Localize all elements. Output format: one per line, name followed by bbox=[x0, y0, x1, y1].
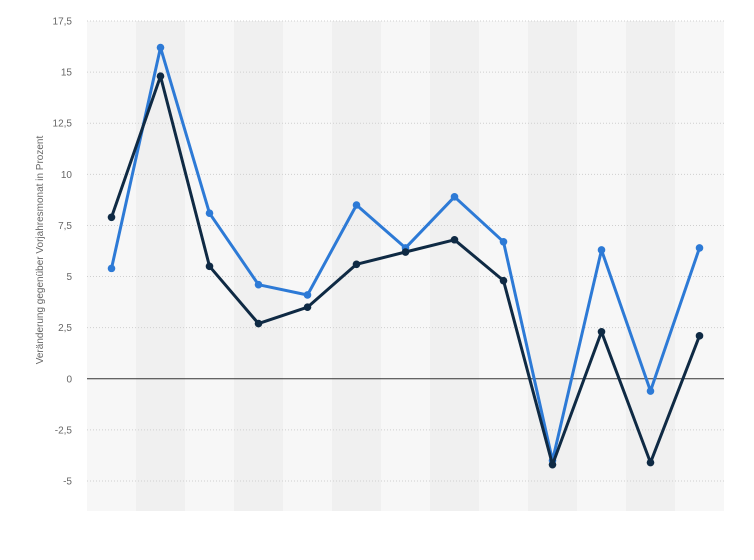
y-axis-ticks: 17,5 15 12,5 10 7,5 5 2,5 0 -2,5 -5 bbox=[53, 17, 73, 488]
data-point bbox=[499, 276, 508, 285]
y-tick-label: 2,5 bbox=[58, 323, 72, 334]
data-point bbox=[205, 209, 214, 217]
series-2 bbox=[107, 72, 704, 469]
y-tick-label: -2,5 bbox=[55, 425, 73, 436]
data-point bbox=[646, 387, 655, 395]
column-band bbox=[381, 21, 430, 511]
y-tick-label: 0 bbox=[66, 374, 72, 385]
data-point bbox=[254, 319, 263, 328]
data-point bbox=[205, 262, 214, 271]
y-tick-label: 17,5 bbox=[53, 17, 73, 28]
column-band bbox=[528, 21, 577, 511]
column-band bbox=[430, 21, 479, 511]
column-band bbox=[234, 21, 283, 511]
data-point bbox=[450, 193, 459, 201]
y-axis-label: Veränderung gegenüber Vorjahresmonat in … bbox=[35, 136, 46, 365]
data-point bbox=[352, 201, 361, 209]
gridlines bbox=[87, 20, 724, 482]
y-tick-label: 12,5 bbox=[53, 119, 73, 130]
data-point bbox=[107, 213, 116, 222]
column-band bbox=[675, 21, 724, 511]
series-1 bbox=[107, 43, 704, 465]
y-tick-label: 10 bbox=[61, 170, 73, 181]
data-point bbox=[597, 246, 606, 254]
data-point bbox=[695, 332, 704, 340]
data-point bbox=[352, 260, 361, 269]
data-point bbox=[156, 72, 165, 80]
y-tick-label: 15 bbox=[61, 68, 73, 79]
column-band bbox=[626, 21, 675, 511]
data-point bbox=[499, 238, 508, 246]
y-tick-label: 7,5 bbox=[58, 221, 72, 232]
data-point bbox=[156, 43, 165, 52]
column-bands bbox=[87, 21, 724, 511]
data-point bbox=[646, 458, 655, 467]
y-tick-label: -5 bbox=[63, 477, 72, 488]
data-point bbox=[450, 235, 459, 244]
data-point bbox=[254, 280, 263, 289]
data-point bbox=[548, 460, 557, 469]
y-tick-label: 5 bbox=[66, 272, 72, 283]
column-band bbox=[136, 21, 185, 511]
data-point bbox=[303, 291, 312, 299]
column-band bbox=[577, 21, 626, 511]
data-point bbox=[107, 264, 116, 273]
data-point bbox=[597, 327, 606, 336]
data-point bbox=[303, 303, 312, 312]
series-layer bbox=[107, 43, 704, 469]
data-point bbox=[401, 248, 410, 256]
data-point bbox=[695, 244, 704, 252]
